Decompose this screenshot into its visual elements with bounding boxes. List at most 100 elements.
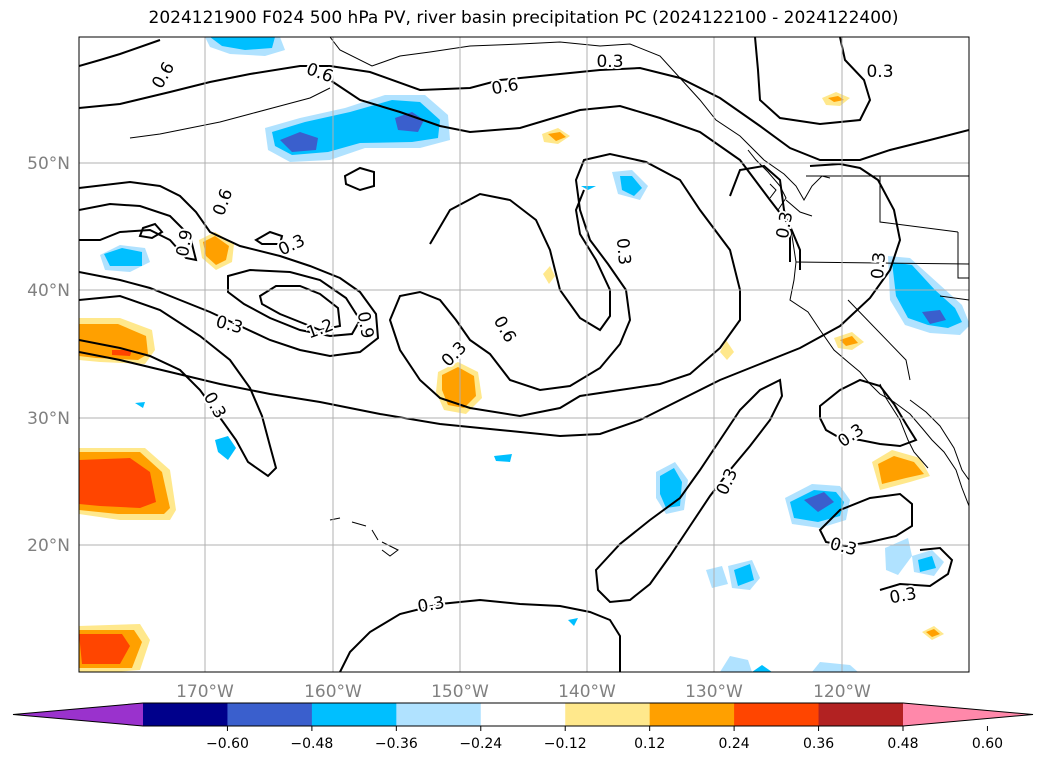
contour-south-loop [594, 378, 784, 604]
neg-blob-north-1-core [210, 37, 275, 50]
neg-blob-gulf-core-1 [280, 132, 318, 152]
contour-top-right [754, 37, 872, 126]
neg-blob-small-1 [135, 402, 145, 408]
colorbar-bin [565, 703, 651, 726]
pos-blob-12n-core [926, 629, 940, 637]
coast-alaska [329, 37, 831, 202]
coast-vancouver-island [785, 199, 813, 217]
neg-blob-18n-b-core [918, 556, 936, 572]
pos-blob-36n-small [720, 340, 734, 360]
lon-label-130w: 130°W [685, 682, 743, 702]
colorbar-tick-label: −0.12 [544, 736, 587, 752]
colorbar-tick-label: −0.60 [206, 736, 249, 752]
lat-label-40: 40°N [27, 281, 70, 301]
contour-west-0.9 [79, 202, 198, 262]
coast-aleutians [129, 87, 331, 139]
contour-inner-1.2 [258, 285, 342, 332]
contour-0.3-west-long [79, 294, 278, 478]
border-states-5 [939, 295, 969, 301]
colorbar-tick-label: −0.36 [375, 736, 418, 752]
neg-blob-small-4 [568, 618, 578, 626]
lon-axis-labels: 170°W 160°W 150°W 140°W 130°W 120°W [176, 682, 871, 702]
contour-east-loop [819, 378, 918, 448]
contour-label: 0.3 [866, 62, 893, 82]
neg-blob-30n [215, 436, 236, 460]
contour-east-0.3-south [879, 546, 954, 591]
pos-blob-27n-core [878, 456, 924, 484]
graticule [79, 37, 969, 672]
neg-blob-small-3 [581, 186, 596, 190]
contour-label: 0.6 [490, 75, 520, 99]
contour-west-0.6 [79, 180, 380, 358]
contour-inner-0.9 [227, 268, 362, 338]
border-states-2 [879, 176, 959, 233]
neg-blob-25n-b-core [804, 492, 834, 512]
neg-blob-small-2 [494, 454, 512, 462]
neg-blob-17n-a [706, 566, 728, 588]
contour-north-0.6 [79, 65, 969, 161]
colorbar-tick-label: 0.12 [634, 736, 665, 752]
coast-hawaii [329, 517, 399, 557]
pos-blob-37n-small-core [840, 336, 858, 346]
colorbar-bin [818, 703, 904, 726]
lat-label-50: 50°N [27, 154, 70, 174]
lat-label-30: 30°N [27, 409, 70, 429]
neg-blob-25n-a-core [660, 468, 682, 508]
map-title: 2024121900 F024 500 hPa PV, river basin … [148, 8, 899, 28]
contour-label: 0.3 [612, 237, 634, 266]
pos-blob-south-west-2-core [79, 634, 130, 664]
colorbar-bin [311, 703, 397, 726]
pos-blob-southwest-core [79, 458, 156, 508]
colorbar: −0.60 −0.48 −0.36 −0.24 −0.12 0.12 0.24 0.36 0.4… [12, 702, 1034, 752]
colorbar-bin [143, 703, 228, 726]
border-states-3 [847, 299, 911, 381]
contour-0.3-long [79, 162, 902, 438]
neg-blob-oregon-mid [892, 262, 962, 328]
neg-blob-17n-b-core [734, 564, 754, 586]
coast-baja [879, 383, 929, 469]
coast-mexico [909, 399, 969, 481]
colorbar-bin [227, 703, 313, 726]
contour-label: 0.3 [596, 52, 623, 72]
lon-label-120w: 120°W [813, 682, 871, 702]
border-states-1 [795, 261, 969, 265]
lat-label-20: 20°N [27, 536, 70, 556]
contour-north-0.3-upper [329, 79, 801, 270]
contour-small-loop-west [138, 222, 164, 240]
colorbar-bin [734, 703, 820, 726]
contour-inner-loop [429, 189, 611, 332]
colorbar-bin [480, 703, 566, 726]
border-states-4 [957, 232, 969, 279]
lon-label-150w: 150°W [431, 682, 489, 702]
contour-gulf-loop [388, 152, 741, 418]
lat-axis-labels: 50°N 40°N 30°N 20°N [27, 154, 70, 556]
colorbar-extend-low [13, 703, 143, 726]
pos-blob-35n-core [442, 367, 476, 408]
pos-blob-41n-small [543, 266, 555, 284]
colorbar-extend-high [903, 703, 1033, 726]
colorbar-outline [12, 702, 1034, 727]
colorbar-tick-label: −0.48 [290, 736, 333, 752]
contour-small-loop-48n [343, 166, 375, 192]
colorbar-tick-label: 0.36 [803, 736, 834, 752]
coastlines [129, 37, 969, 557]
neg-blob-oregon-core [922, 310, 946, 324]
colorbar-tick-label: 0.48 [887, 736, 918, 752]
contour-top-left [79, 39, 161, 67]
neg-blob-18n-a [885, 538, 912, 575]
neg-blob-south-c [752, 665, 772, 672]
pos-blob-52n-core [548, 132, 566, 141]
pv-contours [79, 37, 969, 672]
contour-0.6-mid [729, 164, 791, 262]
lon-label-170w: 170°W [176, 682, 234, 702]
pos-blob-55n-core [828, 96, 844, 102]
contour-small-loop-45n [254, 230, 284, 245]
colorbar-tick-label: −0.24 [459, 736, 502, 752]
pos-blob-west-40n-core [112, 350, 132, 356]
contour-label: 0.3 [868, 251, 890, 280]
coast-haida [769, 183, 777, 199]
neg-blob-137w-core [620, 176, 642, 196]
colorbar-tick-label: 0.24 [719, 736, 750, 752]
